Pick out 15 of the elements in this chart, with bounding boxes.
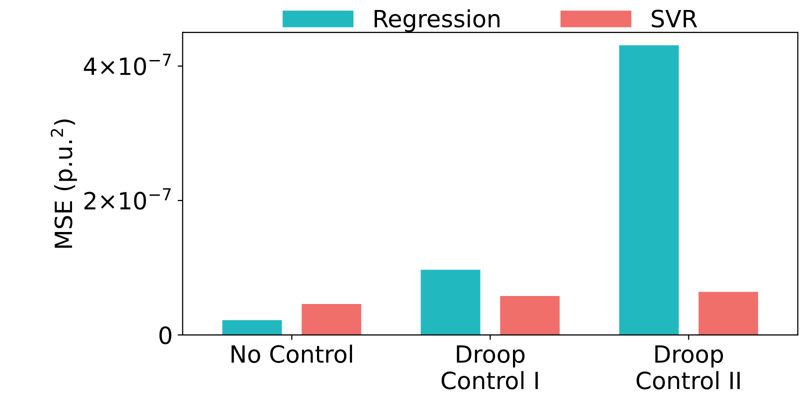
x-tick-label: Droop Control I <box>442 345 538 390</box>
legend-label: SVR <box>652 10 698 28</box>
legend-label: Regression <box>374 9 500 32</box>
bar <box>222 320 282 335</box>
bar <box>302 304 362 335</box>
x-tick-label: No Control <box>232 344 352 363</box>
bar <box>500 296 560 335</box>
bar <box>619 45 679 335</box>
x-tick-label: Droop Control II <box>636 345 740 390</box>
y-tick-label: 0 <box>159 326 172 344</box>
bar <box>420 270 480 335</box>
y-tick-label: 2×10$^{−7}$ <box>84 188 171 210</box>
y-axis-title: MSE (p.u.$^{2}$) <box>50 120 77 248</box>
bar <box>698 292 758 335</box>
y-tick-label: 4×10$^{−7}$ <box>84 54 171 76</box>
